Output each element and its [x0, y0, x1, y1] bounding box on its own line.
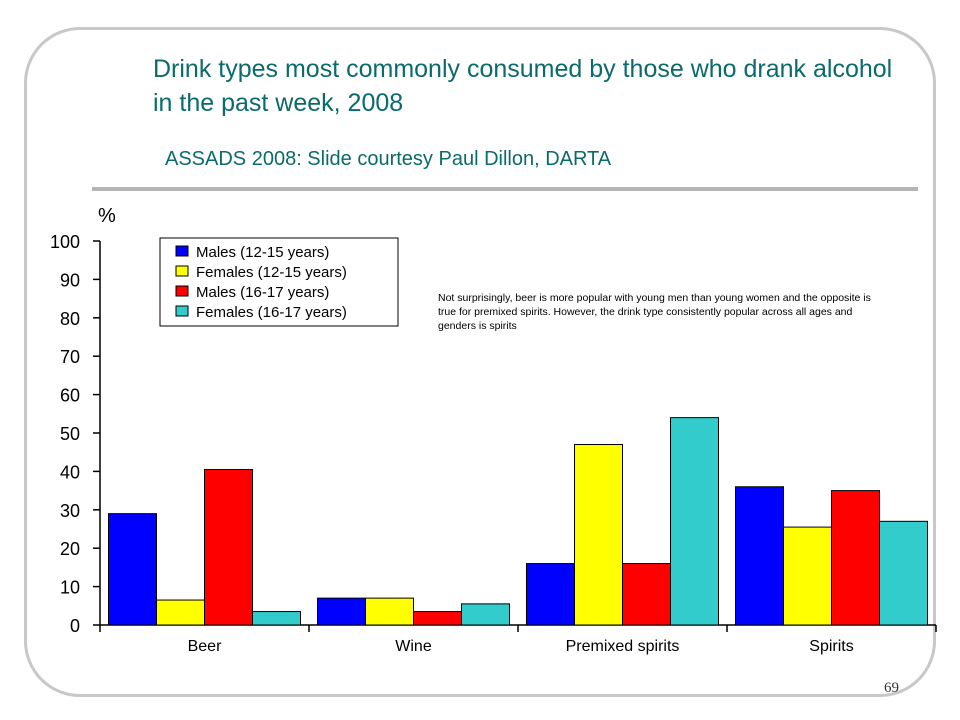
y-tick-label: 10 — [60, 578, 80, 598]
x-category-label: Premixed spirits — [566, 638, 680, 655]
legend-entry: Males (12-15 years) — [196, 244, 329, 261]
y-tick-label: 80 — [60, 309, 80, 329]
bar-4-spirits — [879, 520, 928, 626]
page-number: 69 — [884, 680, 899, 696]
y-tick-label: 90 — [60, 270, 80, 290]
x-category-label: Wine — [395, 638, 432, 655]
bar-4-premixed-spirits — [670, 417, 719, 626]
bar-1-premixed-spirits — [526, 563, 575, 626]
slide-subtitle: ASSADS 2008: Slide courtesy Paul Dillon,… — [165, 148, 612, 170]
bar-3-spirits — [831, 490, 880, 626]
legend-entry: Males (16-17 years) — [196, 284, 329, 301]
bar-3-beer — [204, 468, 253, 626]
bar-2-spirits — [783, 526, 832, 626]
y-tick-label: 0 — [70, 616, 80, 636]
bar-1-beer — [108, 513, 157, 626]
legend-swatch — [175, 285, 189, 297]
legend-swatch — [175, 305, 189, 317]
legend-entry: Females (12-15 years) — [196, 264, 347, 281]
bar-3-wine — [413, 611, 462, 626]
y-tick-label: 40 — [60, 462, 80, 482]
bar-1-spirits — [735, 486, 784, 626]
x-category-label: Spirits — [809, 638, 853, 655]
bar-3-premixed-spirits — [622, 563, 671, 626]
y-tick-label: 50 — [60, 424, 80, 444]
y-tick-label: 70 — [60, 347, 80, 367]
slide-frame — [24, 27, 936, 697]
legend-swatch — [175, 245, 189, 257]
y-tick-label: 20 — [60, 539, 80, 559]
legend-swatch — [175, 265, 189, 277]
bar-2-beer — [156, 599, 205, 626]
bar-2-wine — [365, 597, 414, 626]
y-tick-label: 60 — [60, 386, 80, 406]
y-tick-label: 100 — [50, 232, 80, 252]
bar-4-wine — [461, 603, 510, 626]
y-tick-label: 30 — [60, 501, 80, 521]
legend-box — [159, 237, 399, 327]
x-category-label: Beer — [188, 638, 222, 655]
bar-2-premixed-spirits — [574, 444, 623, 626]
chart-annotation: Not surprisingly, beer is more popular w… — [438, 292, 871, 332]
slide-title: Drink types most commonly consumed by th… — [153, 55, 893, 117]
legend-entry: Females (16-17 years) — [196, 304, 347, 321]
bar-1-wine — [317, 597, 366, 626]
y-axis-label: % — [98, 205, 116, 227]
bar-4-beer — [252, 611, 301, 626]
title-divider — [92, 187, 918, 191]
